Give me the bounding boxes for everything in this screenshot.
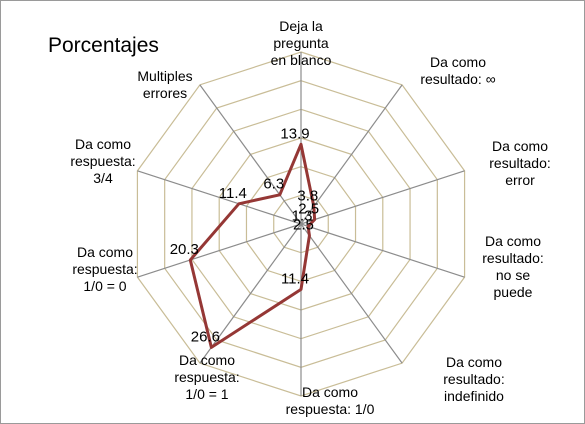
spoke	[300, 170, 465, 225]
category-label: Multiples errores	[137, 68, 193, 101]
spoke	[300, 84, 403, 225]
category-label: Da como respuesta: 3/4	[70, 136, 136, 186]
chart-title: Porcentajes	[48, 34, 159, 57]
data-label: 11.4	[219, 185, 247, 202]
data-label: 3.8	[297, 187, 318, 204]
spoke	[137, 223, 302, 278]
category-label: Da como respuesta: 1/0 = 0	[72, 244, 138, 294]
data-label: 1.3	[292, 207, 313, 224]
spoke	[199, 223, 302, 364]
data-label: 20.3	[170, 241, 199, 258]
data-line	[188, 142, 317, 349]
category-label: Deja la pregunta en blanco	[270, 18, 332, 68]
category-label: Da como resultado: no se puede	[482, 233, 544, 300]
category-label: Da como resultado: indefinido	[443, 354, 505, 404]
spoke	[300, 223, 403, 364]
data-label: 13.9	[280, 125, 309, 142]
data-label: 26.6	[191, 328, 220, 345]
spoke	[300, 223, 465, 278]
data-label: 11.4	[281, 270, 309, 287]
category-label: Da como resultado: error	[489, 138, 551, 188]
data-label: 2.5	[298, 201, 319, 218]
category-label: Da como resultado: ∞	[420, 54, 496, 87]
data-label: 6.3	[263, 176, 284, 193]
data-label: 2.5	[293, 217, 314, 234]
category-label: Da como respuesta: 1/0 = 1	[174, 352, 240, 402]
spoke	[137, 170, 302, 225]
spoke	[199, 84, 302, 225]
category-label: Da como respuesta: 1/0	[285, 384, 375, 417]
